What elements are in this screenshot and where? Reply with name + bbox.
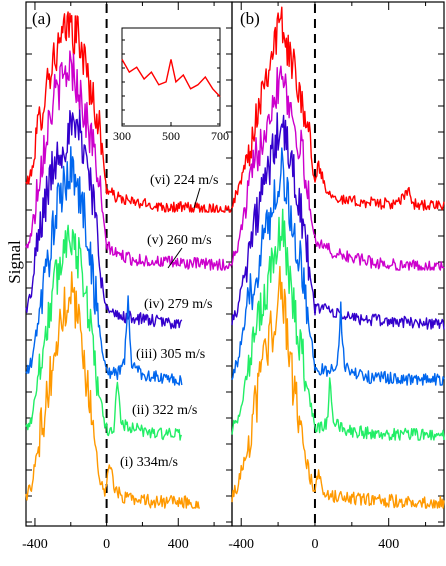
inset-tick-label: 700 [211,129,229,143]
inset-plot: 300 500 700 [113,27,229,143]
panel-a-x-ticks: -400 0 400 [22,2,215,552]
x-tick-label: -400 [228,537,254,552]
trace-iii-line [25,146,183,386]
trace-label-ii: (ii) 322 m/s [132,403,197,418]
panel-b-label: (b) [240,9,260,28]
x-tick-label: -400 [22,537,48,552]
trace-v-line [25,50,233,271]
trace-vi-line [231,6,445,211]
trace-v-line [231,65,445,271]
trace-ii-line [231,208,445,441]
trace-label-vi: (vi) 224 m/s [150,173,218,188]
panel-a-trace-labels: (vi) 224 m/s (v) 260 m/s (iv) 279 m/s (i… [120,173,218,470]
panel-b-traces [231,6,445,509]
inset-frame [121,27,221,127]
inset-tick-label: 500 [162,129,180,143]
panel-a: (a) -400 0 400 (vi) 224 m/s (v) 260 m/s (i… [22,1,444,552]
x-tick-label: 400 [168,537,189,552]
trace-iii-line [231,147,445,386]
y-axis-label: Signal [5,240,24,284]
x-tick-label: 0 [103,537,110,552]
panel-b-x-ticks: -400 0 400 [228,2,427,552]
trace-label-v: (v) 260 m/s [147,233,212,248]
inset-x-ticks: 300 500 700 [113,39,229,143]
trace-label-iii: (iii) 305 m/s [136,347,205,362]
inset-trace-line [121,59,221,98]
trace-label-iv: (iv) 279 m/s [144,297,212,312]
inset-trace [121,59,221,98]
v-label-leader [167,247,183,269]
panel-a-label: (a) [32,9,51,28]
trace-label-i: (i) 334m/s [120,455,178,470]
inset-tick-label: 300 [113,129,131,143]
panel-b: (b) -400 0 400 [228,1,445,552]
trace-i-line [25,271,200,509]
trace-ii-line [25,224,182,441]
x-tick-label: 400 [378,537,399,552]
trace-i-line [231,265,445,509]
trace-iv-line [231,112,445,330]
trace-iv-line [25,109,183,330]
trace-vi-line [25,11,233,213]
panel-a-y-ticks [26,27,444,523]
vi-label-leader [193,187,201,209]
x-tick-label: 0 [311,537,318,552]
panel-a-traces [25,11,233,509]
